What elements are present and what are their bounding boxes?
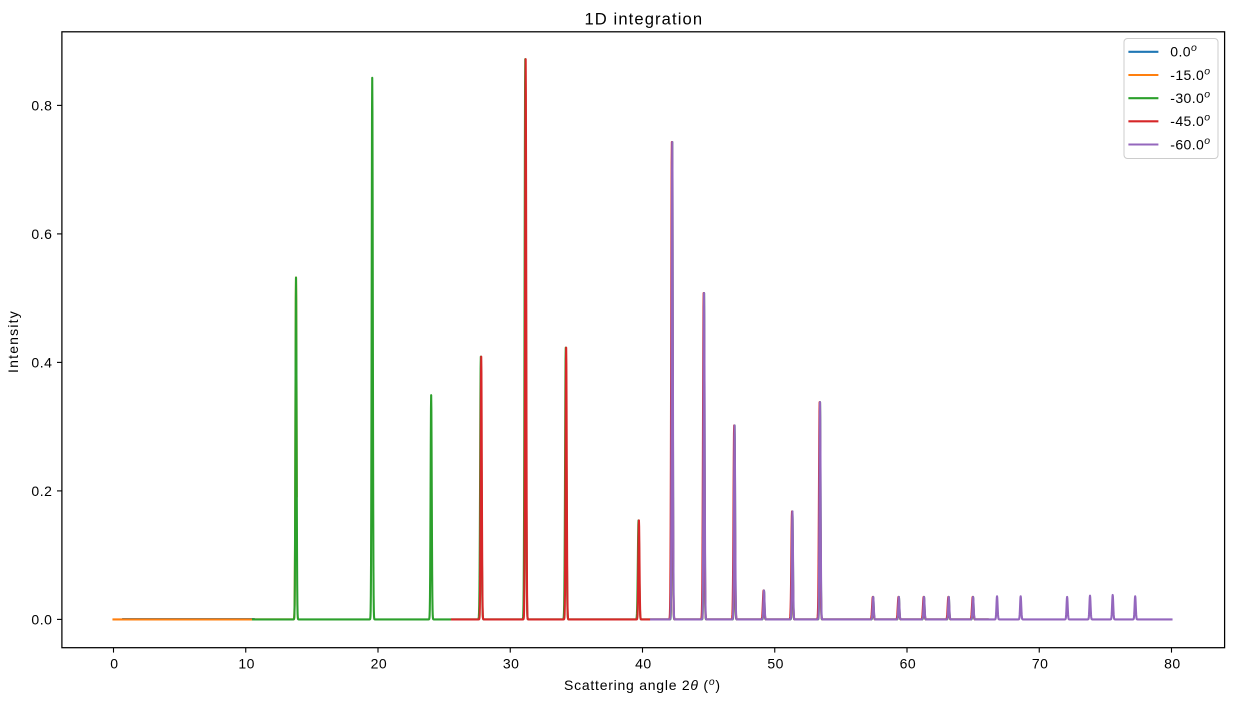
svg-text:0.0o: 0.0o [1170,42,1197,60]
svg-text:80: 80 [1164,656,1181,672]
svg-text:0.2: 0.2 [31,483,52,499]
svg-text:0.6: 0.6 [31,226,52,242]
svg-text:40: 40 [635,656,652,672]
svg-text:70: 70 [1032,656,1049,672]
svg-text:10: 10 [238,656,255,672]
svg-text:1D integration: 1D integration [584,9,703,28]
svg-text:0: 0 [110,656,118,672]
svg-text:0.8: 0.8 [31,97,52,113]
svg-text:-15.0o: -15.0o [1170,65,1210,83]
svg-text:Scattering angle 2θ (o): Scattering angle 2θ (o) [564,677,721,693]
svg-text:-45.0o: -45.0o [1170,112,1210,130]
svg-text:50: 50 [767,656,784,672]
svg-text:60: 60 [900,656,917,672]
svg-text:20: 20 [371,656,388,672]
svg-text:0.4: 0.4 [31,354,52,370]
svg-text:0.0: 0.0 [31,611,52,627]
svg-text:-30.0o: -30.0o [1170,89,1210,107]
svg-text:Intensity: Intensity [5,310,21,373]
svg-text:30: 30 [503,656,520,672]
svg-text:-60.0o: -60.0o [1170,135,1210,153]
